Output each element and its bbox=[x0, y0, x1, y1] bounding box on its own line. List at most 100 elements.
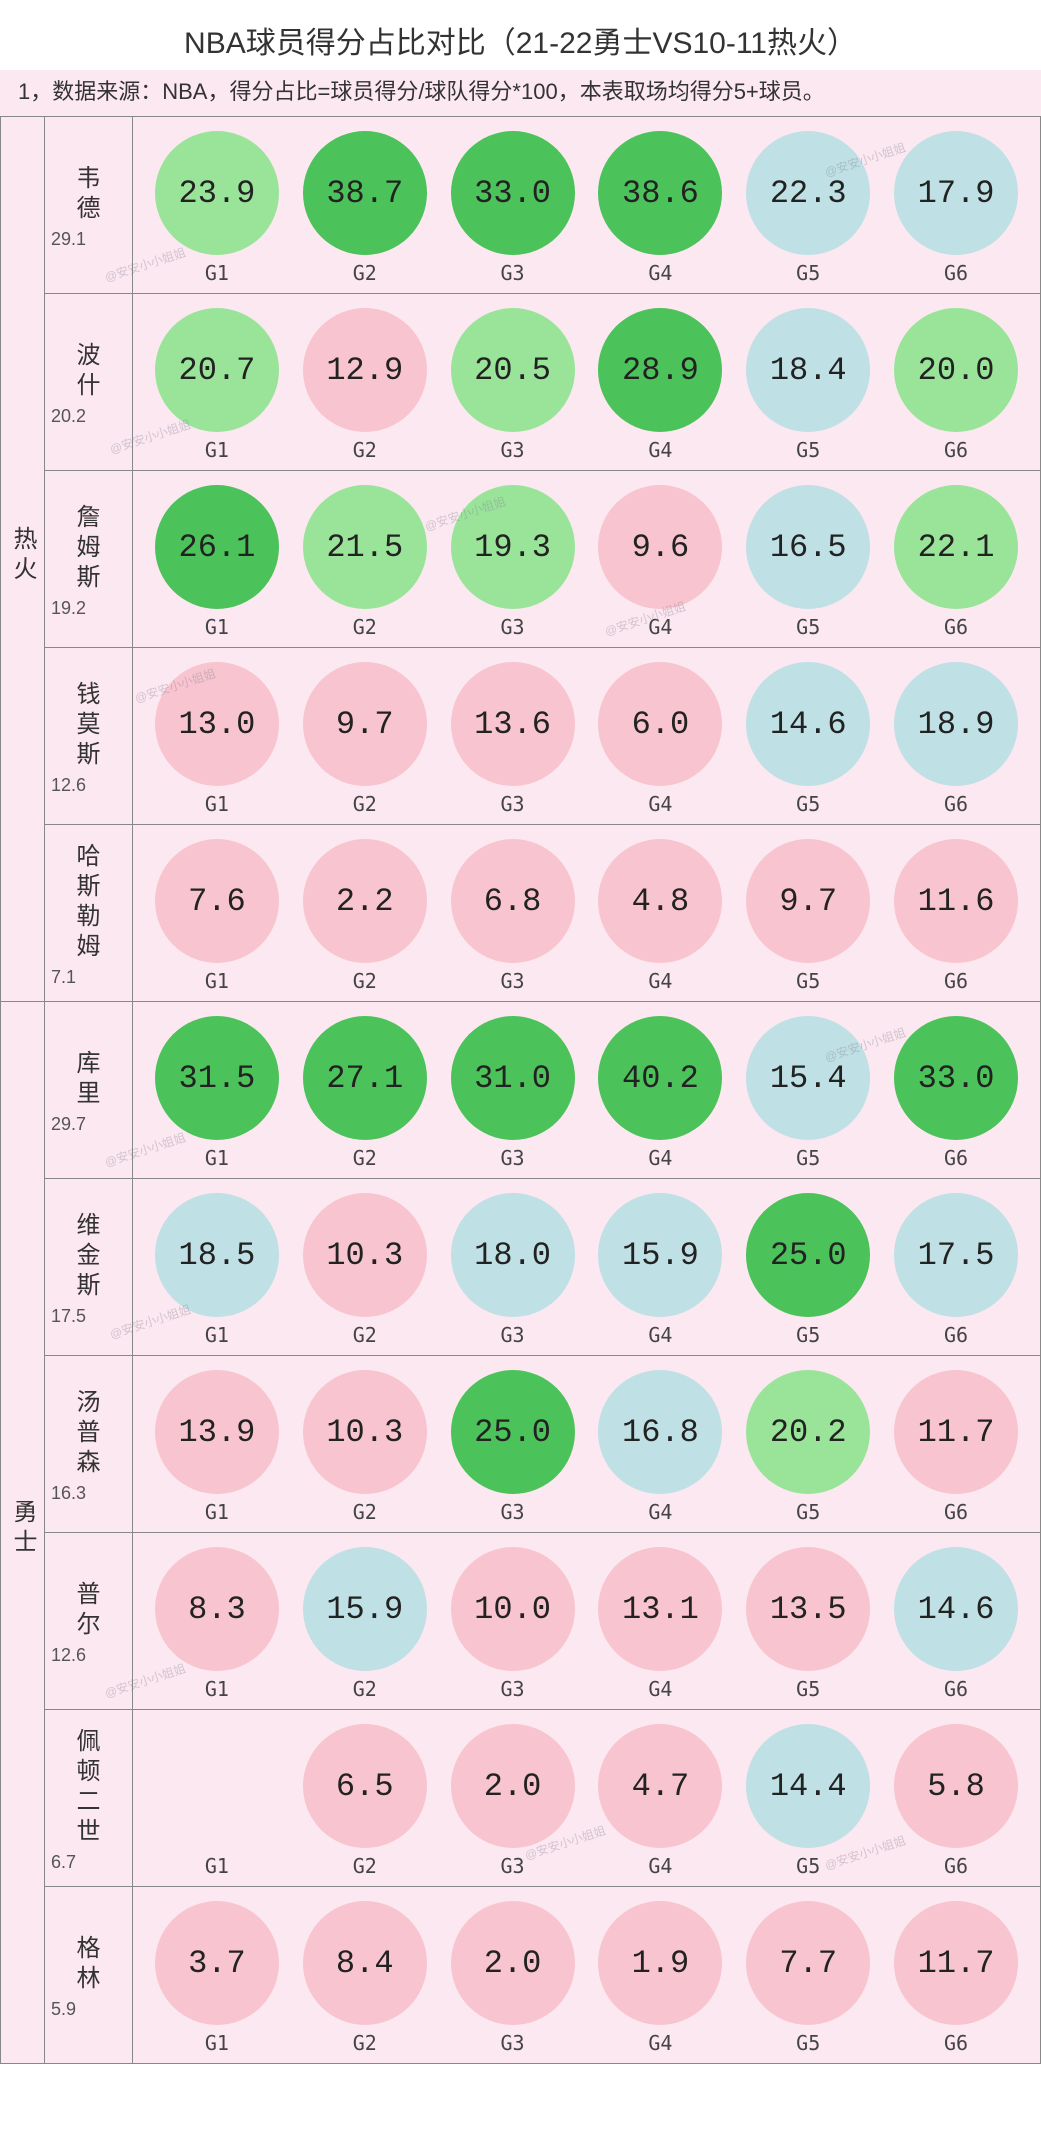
value-bubble: 20.5 bbox=[451, 308, 575, 432]
game-label: G1 bbox=[205, 1677, 229, 1701]
game-label: G3 bbox=[501, 261, 525, 285]
game-col: 12.9G2 bbox=[291, 308, 439, 462]
value-bubble: 15.4 bbox=[746, 1016, 870, 1140]
value-bubble: 10.3 bbox=[303, 1193, 427, 1317]
value-bubble: 11.6 bbox=[894, 839, 1018, 963]
game-label: G6 bbox=[944, 792, 968, 816]
value-bubble: 25.0 bbox=[451, 1370, 575, 1494]
game-col: 17.5G6 bbox=[882, 1193, 1030, 1347]
game-label: G3 bbox=[501, 1677, 525, 1701]
game-col: 2.0G3 bbox=[439, 1901, 587, 2055]
game-col: 22.1G6 bbox=[882, 485, 1030, 639]
value-bubble: 7.7 bbox=[746, 1901, 870, 2025]
game-label: G1 bbox=[205, 1500, 229, 1524]
game-label: G4 bbox=[648, 438, 672, 462]
game-label: G6 bbox=[944, 261, 968, 285]
chart-container: NBA球员得分占比对比（21-22勇士VS10-11热火） 1，数据来源：NBA… bbox=[0, 0, 1041, 2064]
game-col: 9.7G2 bbox=[291, 662, 439, 816]
game-label: G1 bbox=[205, 438, 229, 462]
value-bubble: 18.0 bbox=[451, 1193, 575, 1317]
value-bubble: 11.7 bbox=[894, 1901, 1018, 2025]
value-bubble: 28.9 bbox=[598, 308, 722, 432]
value-bubble: 9.7 bbox=[746, 839, 870, 963]
game-col: 7.7G5 bbox=[734, 1901, 882, 2055]
game-col: 23.9G1 bbox=[143, 131, 291, 285]
value-bubble: 9.7 bbox=[303, 662, 427, 786]
game-col: 25.0G3 bbox=[439, 1370, 587, 1524]
player-label: 钱莫斯12.6 bbox=[45, 648, 133, 825]
value-bubble: 18.4 bbox=[746, 308, 870, 432]
value-bubble: 16.8 bbox=[598, 1370, 722, 1494]
game-col: 6.5G2 bbox=[291, 1724, 439, 1878]
game-label: G3 bbox=[501, 1854, 525, 1878]
game-label: G6 bbox=[944, 1323, 968, 1347]
game-label: G1 bbox=[205, 792, 229, 816]
game-label: G5 bbox=[796, 792, 820, 816]
player-label: 波什20.2 bbox=[45, 294, 133, 471]
game-col: 14.4G5 bbox=[734, 1724, 882, 1878]
value-bubble: 13.5 bbox=[746, 1547, 870, 1671]
game-label: G6 bbox=[944, 1854, 968, 1878]
value-bubble: 19.3 bbox=[451, 485, 575, 609]
value-bubble: 20.7 bbox=[155, 308, 279, 432]
value-bubble: 6.0 bbox=[598, 662, 722, 786]
game-col: 5.8G6 bbox=[882, 1724, 1030, 1878]
game-col: 6.8G3 bbox=[439, 839, 587, 993]
games-row-cell: 7.6G12.2G26.8G34.8G49.7G511.6G6 bbox=[133, 825, 1041, 1002]
game-label: G5 bbox=[796, 615, 820, 639]
game-label: G6 bbox=[944, 1677, 968, 1701]
value-bubble: 20.2 bbox=[746, 1370, 870, 1494]
player-label: 韦德29.1 bbox=[45, 117, 133, 294]
value-bubble: 7.6 bbox=[155, 839, 279, 963]
value-bubble: 17.9 bbox=[894, 131, 1018, 255]
player-label: 维金斯17.5 bbox=[45, 1179, 133, 1356]
game-col: 33.0G3 bbox=[439, 131, 587, 285]
value-bubble: 5.8 bbox=[894, 1724, 1018, 1848]
game-col: 15.9 G2 bbox=[291, 1547, 439, 1701]
game-label: G4 bbox=[648, 2031, 672, 2055]
player-name: 汤普森 bbox=[47, 1388, 130, 1478]
game-col: 13.6G3 bbox=[439, 662, 587, 816]
game-col: 13.5G5 bbox=[734, 1547, 882, 1701]
page-title: NBA球员得分占比对比（21-22勇士VS10-11热火） bbox=[0, 0, 1041, 70]
value-bubble: 11.7 bbox=[894, 1370, 1018, 1494]
value-bubble: 2.0 bbox=[451, 1724, 575, 1848]
player-name: 詹姆斯 bbox=[47, 503, 130, 593]
value-bubble: 20.0 bbox=[894, 308, 1018, 432]
game-label: G4 bbox=[648, 969, 672, 993]
game-label: G1 bbox=[205, 1323, 229, 1347]
player-avg: 5.9 bbox=[47, 1998, 130, 2021]
game-col: 11.6G6 bbox=[882, 839, 1030, 993]
game-label: G2 bbox=[353, 1854, 377, 1878]
games-row-cell: 18.5G110.3G218.0G315.9G425.0G517.5G6@安安小… bbox=[133, 1179, 1041, 1356]
player-label: 詹姆斯19.2 bbox=[45, 471, 133, 648]
page-subtitle: 1，数据来源：NBA，得分占比=球员得分/球队得分*100，本表取场均得分5+球… bbox=[0, 70, 1041, 116]
game-label: G2 bbox=[353, 1677, 377, 1701]
player-name: 普尔 bbox=[47, 1580, 130, 1640]
player-avg: 12.6 bbox=[47, 1644, 130, 1667]
games-row-cell: 31.5G127.1G231.0G340.2G415.4G533.0G6@安安小… bbox=[133, 1002, 1041, 1179]
game-label: G4 bbox=[648, 1500, 672, 1524]
player-name: 格林 bbox=[47, 1934, 130, 1994]
game-label: G4 bbox=[648, 792, 672, 816]
value-bubble: 15.9 bbox=[303, 1547, 427, 1671]
value-bubble: 8.3 bbox=[155, 1547, 279, 1671]
value-bubble: 10.3 bbox=[303, 1370, 427, 1494]
player-avg: 20.2 bbox=[47, 405, 130, 428]
value-bubble: 13.6 bbox=[451, 662, 575, 786]
game-col: 31.0G3 bbox=[439, 1016, 587, 1170]
games-row-cell: 8.3G115.9G210.0G313.1G413.5G514.6G6@安安小小… bbox=[133, 1533, 1041, 1710]
game-label: G1 bbox=[205, 615, 229, 639]
game-label: G1 bbox=[205, 2031, 229, 2055]
game-col: 14.6G5 bbox=[734, 662, 882, 816]
player-avg: 12.6 bbox=[47, 774, 130, 797]
player-label: 普尔 12.6 bbox=[45, 1533, 133, 1710]
game-label: G4 bbox=[648, 1677, 672, 1701]
game-col: 4.7G4 bbox=[586, 1724, 734, 1878]
player-avg: 17.5 bbox=[47, 1305, 130, 1328]
game-col: 6.0G4 bbox=[586, 662, 734, 816]
game-col: 7.6G1 bbox=[143, 839, 291, 993]
value-bubble bbox=[155, 1724, 279, 1848]
game-col: 18.9G6 bbox=[882, 662, 1030, 816]
game-col: 18.4G5 bbox=[734, 308, 882, 462]
